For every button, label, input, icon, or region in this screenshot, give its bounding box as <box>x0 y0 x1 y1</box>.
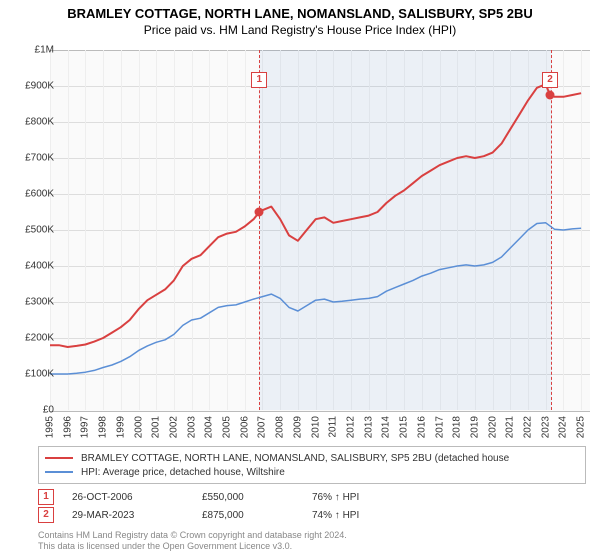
sales-row: 1 26-OCT-2006 £550,000 76% ↑ HPI <box>38 488 422 506</box>
sale-dot <box>255 208 264 217</box>
x-tick-label: 1996 <box>62 416 73 438</box>
sales-price: £875,000 <box>202 510 312 521</box>
x-tick-label: 2010 <box>310 416 321 438</box>
x-tick-label: 2025 <box>576 416 587 438</box>
chart-subtitle: Price paid vs. HM Land Registry's House … <box>0 21 600 41</box>
plot-area: 12 <box>50 50 590 410</box>
x-tick-label: 2000 <box>133 416 144 438</box>
x-tick-label: 1998 <box>98 416 109 438</box>
sales-date: 26-OCT-2006 <box>72 492 202 503</box>
sales-price: £550,000 <box>202 492 312 503</box>
y-tick-label: £100K <box>6 369 54 380</box>
footer-line: This data is licensed under the Open Gov… <box>38 541 347 552</box>
legend: BRAMLEY COTTAGE, NORTH LANE, NOMANSLAND,… <box>38 446 586 484</box>
legend-swatch <box>45 457 73 459</box>
sales-marker-box: 1 <box>38 489 54 505</box>
x-tick-label: 2021 <box>505 416 516 438</box>
legend-row: BRAMLEY COTTAGE, NORTH LANE, NOMANSLAND,… <box>45 451 579 465</box>
x-tick-label: 2015 <box>399 416 410 438</box>
sales-date: 29-MAR-2023 <box>72 510 202 521</box>
x-tick-label: 2009 <box>292 416 303 438</box>
y-tick-label: £400K <box>6 261 54 272</box>
line-series-svg <box>50 50 590 410</box>
series-line <box>50 84 581 347</box>
y-tick-label: £1M <box>6 45 54 56</box>
y-tick-label: £800K <box>6 117 54 128</box>
y-tick-label: £600K <box>6 189 54 200</box>
sale-marker-box: 2 <box>542 72 558 88</box>
sales-hpi: 76% ↑ HPI <box>312 492 422 503</box>
x-tick-label: 1997 <box>80 416 91 438</box>
x-tick-label: 2012 <box>345 416 356 438</box>
x-tick-label: 2004 <box>204 416 215 438</box>
series-line <box>50 223 581 374</box>
x-tick-label: 2003 <box>186 416 197 438</box>
legend-label: HPI: Average price, detached house, Wilt… <box>81 467 285 478</box>
x-tick-label: 2006 <box>239 416 250 438</box>
sales-row: 2 29-MAR-2023 £875,000 74% ↑ HPI <box>38 506 422 524</box>
x-tick-label: 2024 <box>558 416 569 438</box>
chart-title: BRAMLEY COTTAGE, NORTH LANE, NOMANSLAND,… <box>0 0 600 21</box>
sale-dot <box>545 91 554 100</box>
y-tick-label: £200K <box>6 333 54 344</box>
x-tick-label: 2022 <box>523 416 534 438</box>
y-tick-label: £700K <box>6 153 54 164</box>
x-tick-label: 2013 <box>363 416 374 438</box>
x-tick-label: 2005 <box>222 416 233 438</box>
x-tick-label: 2001 <box>151 416 162 438</box>
legend-swatch <box>45 471 73 473</box>
legend-label: BRAMLEY COTTAGE, NORTH LANE, NOMANSLAND,… <box>81 453 509 464</box>
y-tick-label: £0 <box>6 405 54 416</box>
x-tick-label: 2020 <box>487 416 498 438</box>
x-tick-label: 2023 <box>540 416 551 438</box>
x-tick-label: 1999 <box>115 416 126 438</box>
y-tick-label: £900K <box>6 81 54 92</box>
y-tick-label: £500K <box>6 225 54 236</box>
sales-table: 1 26-OCT-2006 £550,000 76% ↑ HPI 2 29-MA… <box>38 488 422 524</box>
chart-container: BRAMLEY COTTAGE, NORTH LANE, NOMANSLAND,… <box>0 0 600 560</box>
x-tick-label: 2014 <box>381 416 392 438</box>
sale-marker-box: 1 <box>251 72 267 88</box>
x-tick-label: 2002 <box>168 416 179 438</box>
x-tick-label: 1995 <box>45 416 56 438</box>
footer-attribution: Contains HM Land Registry data © Crown c… <box>38 530 347 553</box>
y-tick-label: £300K <box>6 297 54 308</box>
sales-hpi: 74% ↑ HPI <box>312 510 422 521</box>
x-tick-label: 2007 <box>257 416 268 438</box>
x-tick-label: 2008 <box>275 416 286 438</box>
footer-line: Contains HM Land Registry data © Crown c… <box>38 530 347 541</box>
x-tick-label: 2011 <box>328 416 339 438</box>
x-tick-label: 2019 <box>469 416 480 438</box>
x-tick-label: 2017 <box>434 416 445 438</box>
x-tick-label: 2016 <box>416 416 427 438</box>
sales-marker-box: 2 <box>38 507 54 523</box>
x-tick-label: 2018 <box>452 416 463 438</box>
legend-row: HPI: Average price, detached house, Wilt… <box>45 465 579 479</box>
